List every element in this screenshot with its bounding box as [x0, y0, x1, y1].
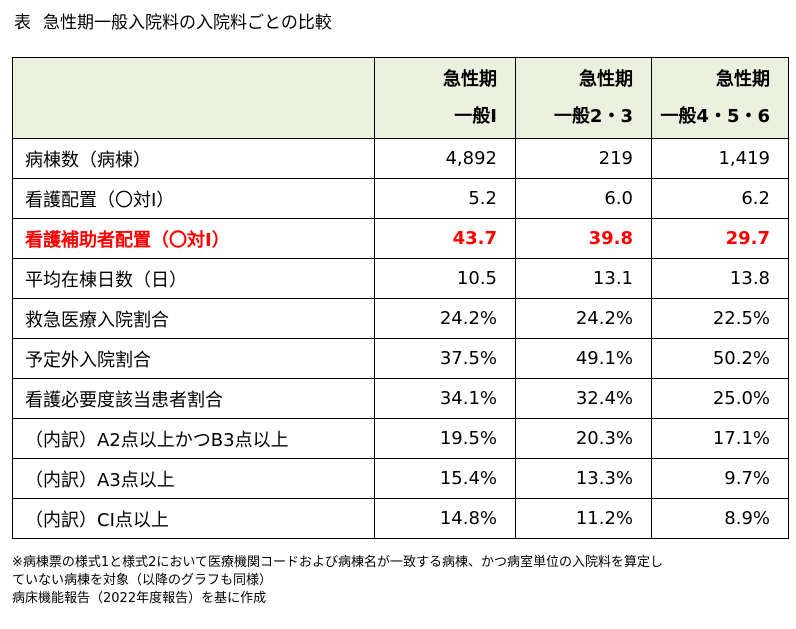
row-value: 43.7 [374, 218, 516, 259]
header-col-2-line2: 一般2・3 [553, 106, 633, 127]
header-col-1-line2: 一般Ⅰ [454, 106, 497, 127]
header-col-3-line2: 一般4・5・6 [660, 106, 770, 127]
row-value: 13.8 [651, 258, 789, 299]
header-col-2-line1: 急性期 [579, 69, 633, 90]
row-value: 34.1% [374, 378, 516, 419]
row-value: 6.2 [651, 178, 789, 219]
table-row: 救急医療入院割合 24.2% 24.2% 22.5% [12, 298, 789, 339]
table-row: 看護配置（〇対Ⅰ） 5.2 6.0 6.2 [12, 178, 789, 219]
row-value: 25.0% [651, 378, 789, 419]
table-row: （内訳）A2点以上かつB3点以上 19.5% 20.3% 17.1% [12, 418, 789, 459]
row-value: 22.5% [651, 298, 789, 339]
row-value: 49.1% [515, 338, 652, 379]
title-text: 急性期一般入院料の入院料ごとの比較 [43, 13, 332, 33]
header-blank-cell [12, 57, 375, 139]
row-value: 9.7% [651, 458, 789, 499]
header-col-3-line1: 急性期 [716, 69, 770, 90]
footnote-line: ていない病棟を対象（以降のグラフも同様） [12, 573, 273, 588]
row-label: 救急医療入院割合 [12, 298, 375, 339]
row-label: （内訳）CⅠ点以上 [12, 498, 375, 539]
header-row: 急性期 一般Ⅰ 急性期 一般2・3 急性期 一般4・5・6 [12, 57, 789, 139]
table-row: （内訳）CⅠ点以上 14.8% 11.2% 8.9% [12, 498, 789, 539]
page-title: 表急性期一般入院料の入院料ごとの比較 [14, 8, 332, 33]
row-label: 平均在棟日数（日） [12, 258, 375, 299]
source-note: 病床機能報告（2022年度報告）を基に作成 [12, 591, 267, 606]
header-col-3: 急性期 一般4・5・6 [651, 57, 789, 139]
row-value: 24.2% [515, 298, 652, 339]
row-value: 32.4% [515, 378, 652, 419]
table-row: 病棟数（病棟） 4,892 219 1,419 [12, 138, 789, 179]
table-row-highlighted: 看護補助者配置（〇対Ⅰ） 43.7 39.8 29.7 [12, 218, 789, 259]
row-value: 37.5% [374, 338, 516, 379]
row-value: 50.2% [651, 338, 789, 379]
row-value: 29.7 [651, 218, 789, 259]
row-value: 219 [515, 138, 652, 179]
row-value: 11.2% [515, 498, 652, 539]
row-label: 病棟数（病棟） [12, 138, 375, 179]
row-value: 13.1 [515, 258, 652, 299]
row-value: 14.8% [374, 498, 516, 539]
row-value: 5.2 [374, 178, 516, 219]
row-label: （内訳）A2点以上かつB3点以上 [12, 418, 375, 459]
row-value: 20.3% [515, 418, 652, 459]
header-col-1: 急性期 一般Ⅰ [374, 57, 516, 139]
footnote-line: ※病棟票の様式1と様式2において医療機関コードおよび病棟名が一致する病棟、かつ病… [12, 555, 664, 570]
title-label: 表 [14, 13, 31, 33]
header-col-1-line1: 急性期 [443, 69, 497, 90]
row-value: 6.0 [515, 178, 652, 219]
table-row: 予定外入院割合 37.5% 49.1% 50.2% [12, 338, 789, 379]
row-label: （内訳）A3点以上 [12, 458, 375, 499]
row-value: 15.4% [374, 458, 516, 499]
row-value: 39.8 [515, 218, 652, 259]
table-row: （内訳）A3点以上 15.4% 13.3% 9.7% [12, 458, 789, 499]
row-value: 8.9% [651, 498, 789, 539]
footnotes: ※病棟票の様式1と様式2において医療機関コードおよび病棟名が一致する病棟、かつ病… [12, 554, 663, 608]
comparison-table: 急性期 一般Ⅰ 急性期 一般2・3 急性期 一般4・5・6 病棟数（病棟） 4,… [12, 57, 789, 539]
row-value: 13.3% [515, 458, 652, 499]
row-value: 24.2% [374, 298, 516, 339]
row-label: 看護配置（〇対Ⅰ） [12, 178, 375, 219]
row-value: 4,892 [374, 138, 516, 179]
table-row: 平均在棟日数（日） 10.5 13.1 13.8 [12, 258, 789, 299]
row-value: 10.5 [374, 258, 516, 299]
row-value: 19.5% [374, 418, 516, 459]
row-value: 17.1% [651, 418, 789, 459]
row-label: 看護必要度該当患者割合 [12, 378, 375, 419]
row-value: 1,419 [651, 138, 789, 179]
header-col-2: 急性期 一般2・3 [515, 57, 652, 139]
row-label: 予定外入院割合 [12, 338, 375, 379]
table-row: 看護必要度該当患者割合 34.1% 32.4% 25.0% [12, 378, 789, 419]
row-label: 看護補助者配置（〇対Ⅰ） [12, 218, 375, 259]
